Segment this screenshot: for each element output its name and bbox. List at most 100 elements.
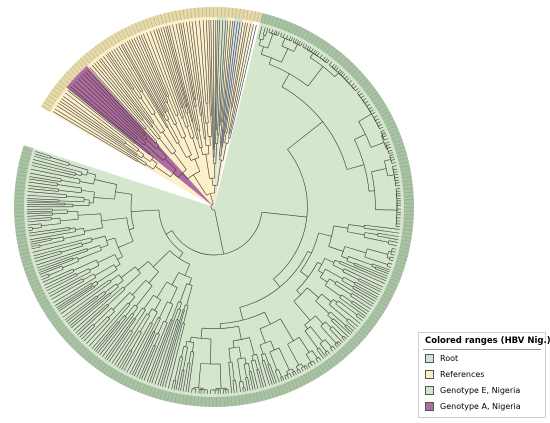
clade-arc: [136, 154, 138, 156]
leaf-branch: [336, 342, 340, 346]
tip-label: [189, 395, 192, 406]
leaf-branch: [285, 35, 289, 39]
tip-label: [98, 43, 105, 53]
tip-label: [142, 20, 147, 30]
leaf-branch: [41, 277, 46, 281]
internal-branch: [200, 328, 203, 339]
internal-branch: [346, 320, 353, 327]
internal-branch: [122, 123, 138, 138]
internal-branch: [188, 351, 192, 364]
tip-label: [174, 393, 177, 404]
tip-label: [259, 391, 263, 402]
leaf-branch: [210, 20, 214, 132]
leaf-branch: [164, 345, 177, 388]
tip-label: [301, 29, 307, 39]
tip-label: [21, 259, 32, 263]
leaf-branch: [343, 335, 347, 340]
internal-branch: [354, 262, 377, 273]
internal-branch: [243, 364, 247, 378]
leaf-branch: [389, 259, 394, 262]
internal-branch: [230, 87, 235, 108]
clade-arc: [261, 360, 265, 362]
internal-branch: [167, 127, 178, 144]
internal-branch: [162, 131, 177, 152]
leaf-branch: [316, 52, 320, 56]
leaf-branch: [105, 54, 147, 112]
leaf-branch: [375, 118, 380, 121]
internal-branch: [327, 314, 333, 320]
internal-branch: [136, 154, 142, 159]
leaf-branch: [120, 44, 156, 105]
tip-label: [391, 274, 401, 279]
internal-branch: [112, 292, 131, 310]
leaf-branch: [359, 318, 363, 321]
tip-label: [253, 11, 256, 22]
internal-branch: [318, 270, 324, 274]
internal-branch: [388, 243, 394, 246]
tip-label: [277, 386, 281, 396]
clade-arc: [150, 322, 153, 324]
leaf-branch: [159, 326, 179, 387]
internal-branch: [265, 31, 268, 36]
internal-branch: [244, 357, 247, 364]
tip-label: [190, 8, 193, 19]
internal-branch: [136, 137, 145, 146]
leaf-branch: [33, 159, 72, 170]
internal-branch: [76, 268, 89, 275]
tip-label: [241, 394, 244, 405]
clade-arc: [178, 272, 192, 279]
leaf-branch: [31, 165, 67, 174]
leaf-branch: [86, 69, 143, 129]
leaf-branch: [182, 22, 196, 94]
tip-label: [331, 356, 338, 365]
tip-label: [304, 31, 310, 41]
leaf-branch: [235, 22, 248, 87]
internal-branch: [128, 351, 133, 357]
internal-branch: [188, 156, 192, 161]
internal-branch: [63, 275, 78, 283]
internal-branch: [348, 318, 355, 325]
clade-arc: [88, 268, 91, 272]
internal-branch: [142, 119, 159, 140]
leaf-branch: [260, 383, 262, 388]
tip-label: [310, 370, 316, 380]
leaf-branch: [362, 98, 367, 101]
leaf-branch: [302, 43, 305, 48]
internal-branch: [142, 156, 151, 162]
internal-branch: [364, 232, 378, 235]
leaf-branch: [133, 353, 146, 377]
internal-branch: [43, 219, 52, 221]
tip-label: [364, 322, 373, 329]
tip-label: [56, 323, 65, 331]
leaf-branch: [366, 103, 371, 107]
tip-label: [223, 396, 225, 407]
internal-branch: [159, 301, 168, 319]
clade-arc: [127, 302, 131, 305]
leaf-branch: [345, 329, 351, 335]
internal-branch: [87, 245, 100, 250]
internal-branch: [235, 380, 237, 389]
internal-branch: [70, 271, 91, 283]
tip-label: [357, 331, 366, 338]
tip-label: [152, 387, 156, 398]
clade-arc: [115, 283, 119, 288]
leaf-branch: [350, 328, 354, 332]
leaf-branch: [288, 36, 292, 41]
leaf-branch: [333, 65, 337, 69]
leaf-branch: [390, 159, 395, 161]
clade-arc: [178, 301, 182, 304]
internal-branch: [125, 304, 131, 310]
tip-label: [394, 143, 404, 147]
leaf-branch: [208, 20, 212, 95]
leaf-branch: [33, 155, 47, 160]
leaf-branch: [30, 243, 35, 245]
internal-branch: [33, 188, 59, 192]
leaf-branch: [186, 22, 198, 93]
internal-branch: [45, 159, 69, 167]
leaf-branch: [218, 20, 224, 117]
clade-arc: [153, 345, 156, 347]
internal-branch: [175, 124, 183, 139]
internal-branch: [168, 319, 172, 326]
leaf-branch: [40, 275, 45, 278]
internal-branch: [68, 257, 73, 260]
